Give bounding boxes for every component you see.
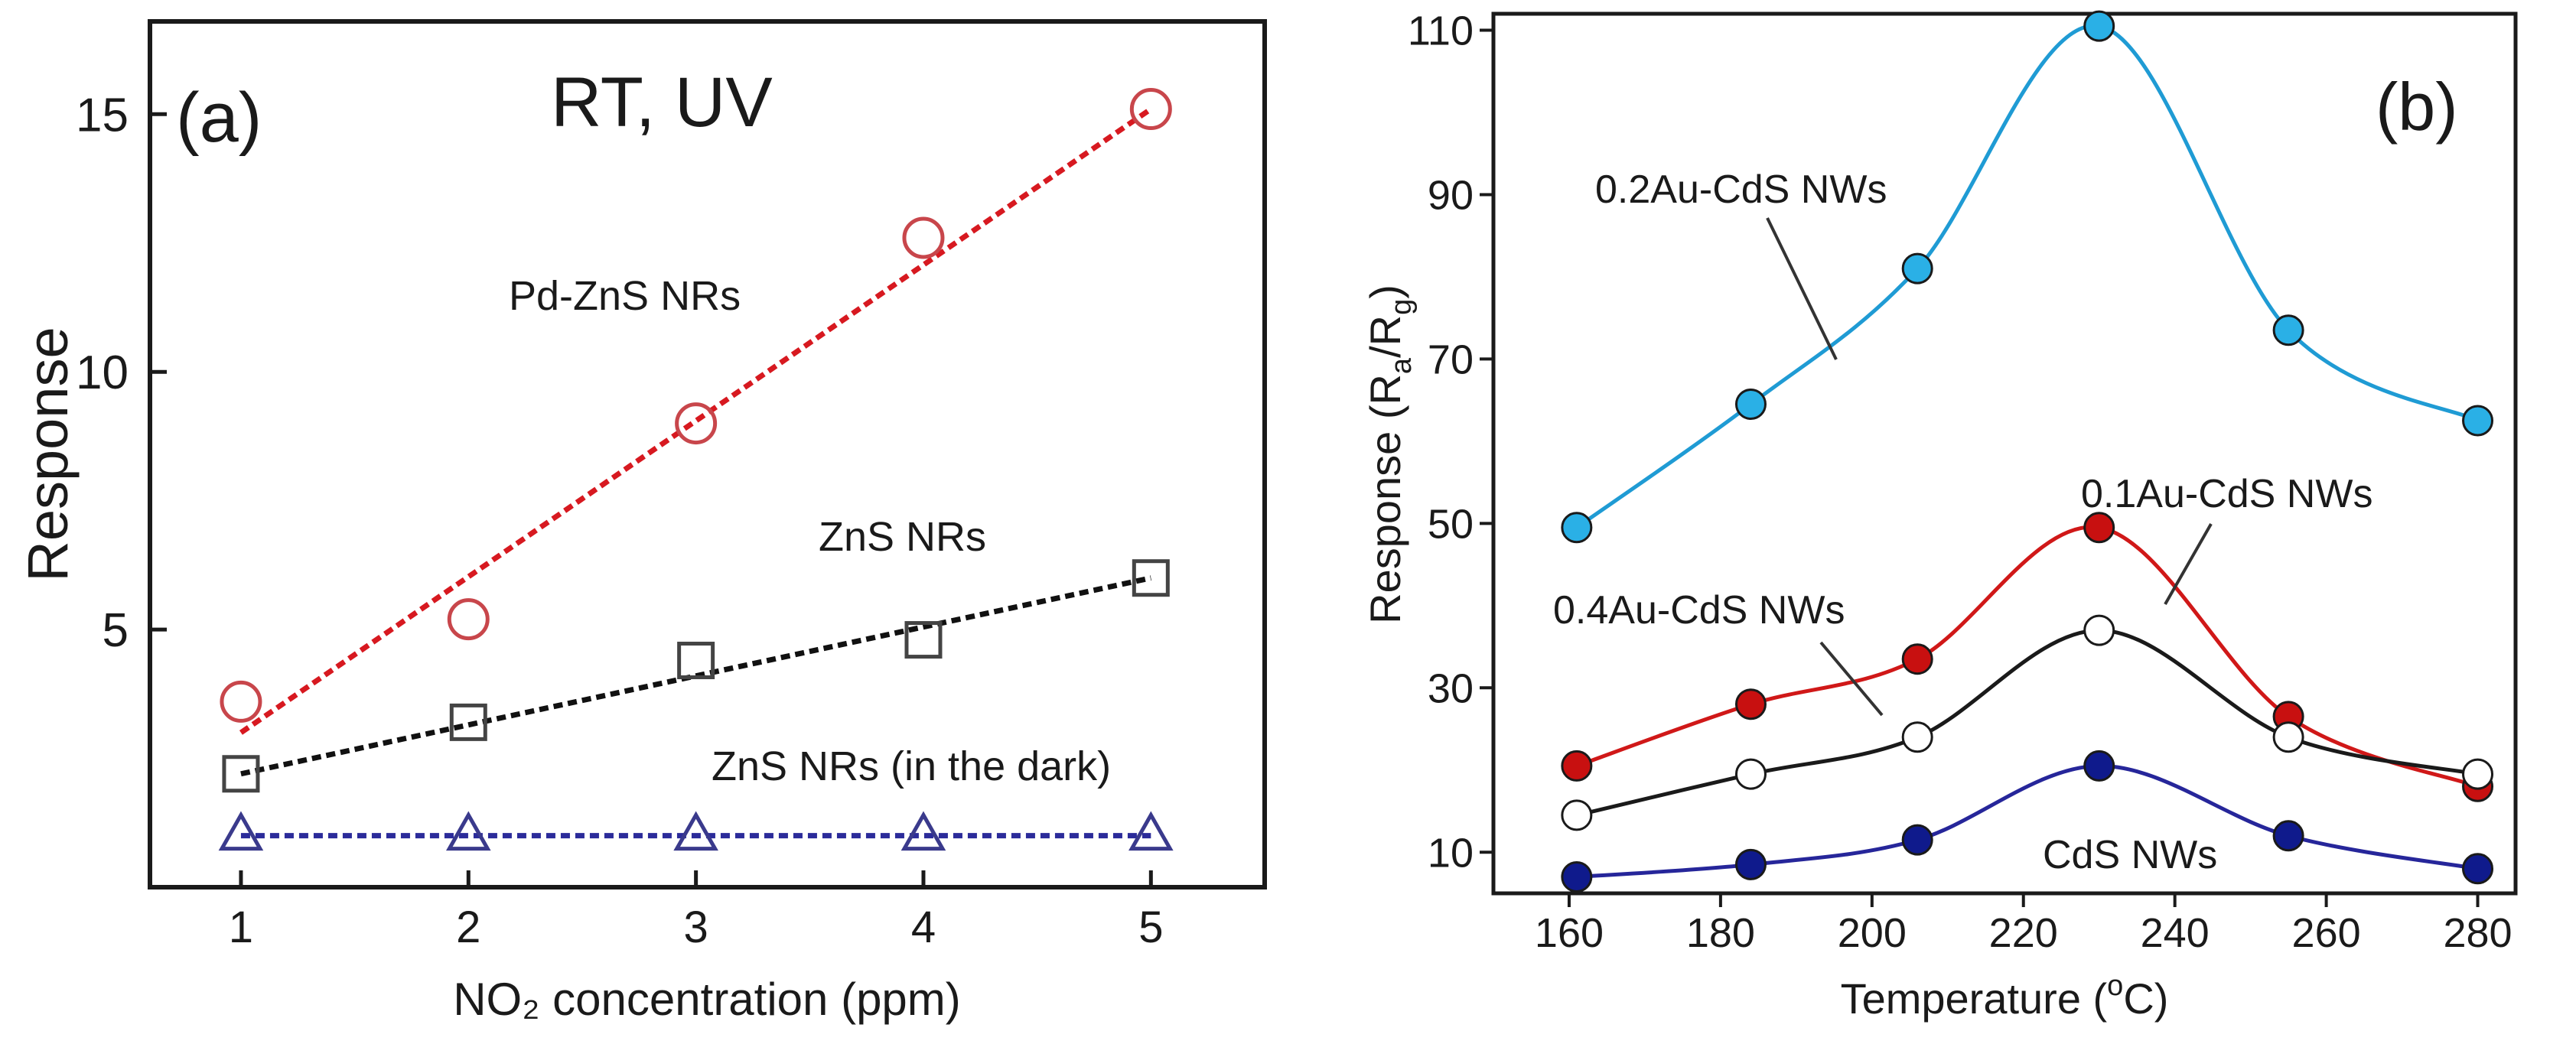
annotation-zns-nrs: ZnS NRs <box>819 514 986 560</box>
a-xtick-label: 5 <box>1138 903 1163 952</box>
point-0-4au-cds-nws <box>2272 721 2304 753</box>
point-0-1au-cds-nws <box>1561 750 1593 782</box>
b-xtick-label: 180 <box>1686 910 1755 956</box>
leader-line-0-2au <box>1766 217 1838 360</box>
point-0-1au-cds-nws <box>1901 643 1933 675</box>
b-xtick-label: 240 <box>2141 910 2210 956</box>
b-ytick-label: 110 <box>1408 8 1474 54</box>
point-cds-nws <box>2083 750 2115 782</box>
b-ytick-label: 10 <box>1428 830 1474 876</box>
b-xtick-label: 160 <box>1535 910 1604 956</box>
b-xtick-label: 280 <box>2443 910 2512 956</box>
point-zns-nrs <box>677 642 715 680</box>
point-zns-nrs-in-the-dark <box>673 811 718 851</box>
point-0-2au-cds-nws <box>2462 405 2494 437</box>
point-zns-nrs-in-the-dark <box>445 811 491 851</box>
point-cds-nws <box>1901 824 1933 856</box>
point-zns-nrs-in-the-dark <box>1128 811 1174 851</box>
panel-b-xlabel: Temperature (oC) <box>1841 970 2169 1023</box>
point-0-2au-cds-nws <box>1901 252 1933 285</box>
point-cds-nws <box>2462 853 2494 885</box>
panel-b-ylabel: Response (Ra/Rg) <box>1361 285 1418 624</box>
point-0-4au-cds-nws <box>1901 721 1933 753</box>
panel-b-frame <box>1491 11 2518 896</box>
leader-line-0-4au <box>1819 641 1884 717</box>
b-ytick-label: 50 <box>1428 501 1474 547</box>
leader-line-0-1au <box>2164 523 2213 605</box>
a-ytick-label: 10 <box>76 346 129 399</box>
point-0-2au-cds-nws <box>1561 512 1593 544</box>
annotation-zns-nrs-dark: ZnS NRs (in the dark) <box>712 743 1111 789</box>
a-ytick-label: 15 <box>76 89 129 141</box>
a-xtick-label: 3 <box>683 903 708 952</box>
point-cds-nws <box>2272 820 2304 852</box>
point-pd-zns-nrs <box>220 680 262 723</box>
point-0-2au-cds-nws <box>1734 389 1767 421</box>
series-line-cds-nws <box>1576 763 2478 879</box>
point-0-4au-cds-nws <box>1561 799 1593 831</box>
point-0-4au-cds-nws <box>2462 758 2494 790</box>
fit-line-pd-zns-nrs <box>239 106 1153 735</box>
annotation-0-1au-cds: 0.1Au-CdS NWs <box>2081 472 2372 516</box>
point-zns-nrs-in-the-dark <box>218 811 264 851</box>
point-0-2au-cds-nws <box>2272 314 2304 346</box>
a-xtick-label: 1 <box>229 903 253 952</box>
point-0-2au-cds-nws <box>2083 10 2115 42</box>
panel-a-label: (a) <box>176 79 262 157</box>
annotation-0-2au-cds: 0.2Au-CdS NWs <box>1595 167 1887 212</box>
point-cds-nws <box>1561 861 1593 893</box>
b-ytick-label: 30 <box>1428 665 1474 711</box>
point-pd-zns-nrs <box>447 598 490 641</box>
point-0-1au-cds-nws <box>2083 512 2115 544</box>
point-zns-nrs <box>222 755 260 793</box>
annotation-0-4au-cds: 0.4Au-CdS NWs <box>1553 588 1845 633</box>
a-xtick-label: 2 <box>456 903 480 952</box>
panel-a-frame <box>148 19 1267 890</box>
annotation-cds-nws: CdS NWs <box>2043 833 2217 877</box>
panel-a-xlabel: NO₂ concentration (ppm) <box>453 974 961 1025</box>
b-ytick-label: 70 <box>1428 337 1474 382</box>
point-zns-nrs-in-the-dark <box>900 811 946 851</box>
point-zns-nrs <box>449 703 487 741</box>
point-pd-zns-nrs <box>675 402 718 445</box>
point-zns-nrs <box>904 621 943 659</box>
point-pd-zns-nrs <box>1129 88 1172 131</box>
b-xtick-label: 220 <box>1989 910 2058 956</box>
b-xtick-label: 200 <box>1838 910 1907 956</box>
point-cds-nws <box>1734 848 1767 880</box>
panel-a-ylabel: Response <box>16 327 80 581</box>
point-0-4au-cds-nws <box>2083 614 2115 646</box>
point-0-1au-cds-nws <box>1734 688 1767 720</box>
point-pd-zns-nrs <box>902 216 945 259</box>
b-ytick-label: 90 <box>1428 172 1474 218</box>
panel-b-label: (b) <box>2376 69 2458 145</box>
panel-a-chart: 1 2 3 4 5 5 10 15 (a) RT, UV Pd-ZnS NRs ZnS NRs… <box>16 19 1267 1025</box>
annotation-pd-zns-nrs: Pd-ZnS NRs <box>509 273 741 319</box>
a-xtick-label: 4 <box>911 903 936 952</box>
b-xtick-label: 260 <box>2292 910 2361 956</box>
point-0-4au-cds-nws <box>1734 758 1767 790</box>
panel-a-title: RT, UV <box>551 63 773 141</box>
panel-b-chart: 160 180 200 220 240 260 280 10 30 50 70 90 110 (b) 0… <box>1361 8 2518 1023</box>
a-ytick-label: 5 <box>103 604 129 657</box>
point-zns-nrs <box>1132 559 1170 597</box>
